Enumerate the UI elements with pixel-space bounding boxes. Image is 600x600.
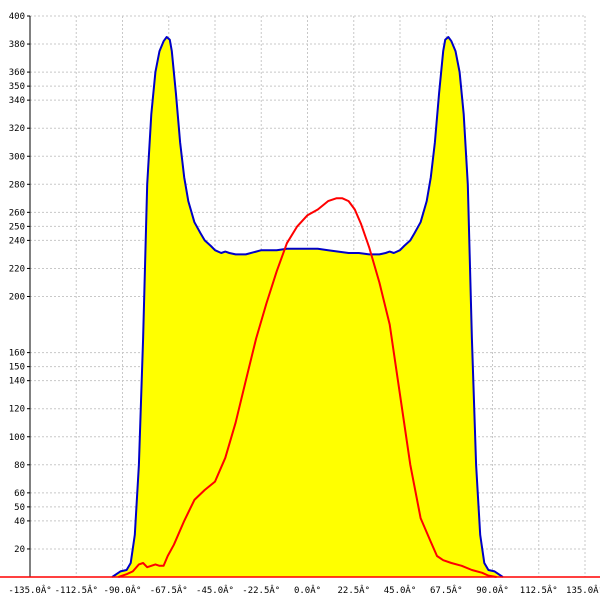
x-tick-label: 0.0Â° bbox=[294, 584, 321, 596]
x-tick-label: 67.5Â° bbox=[430, 584, 463, 596]
x-tick-label: 45.0Â° bbox=[384, 584, 417, 596]
y-tick-label: 350 bbox=[9, 82, 25, 92]
y-tick-label: 80 bbox=[14, 461, 25, 471]
y-tick-label: 160 bbox=[9, 349, 25, 359]
x-tick-label: -22.5Â° bbox=[242, 584, 280, 596]
y-tick-label: 240 bbox=[9, 236, 25, 246]
x-tick-label: 22.5Â° bbox=[337, 584, 370, 596]
y-tick-label: 260 bbox=[9, 208, 25, 218]
y-tick-label: 200 bbox=[9, 293, 25, 303]
y-tick-label: 120 bbox=[9, 405, 25, 415]
x-tick-label: 135.0Â° bbox=[566, 584, 600, 596]
y-tick-label: 250 bbox=[9, 222, 25, 232]
y-tick-label: 20 bbox=[14, 545, 25, 555]
x-axis-tick-labels: -135.0Â° -112.5Â° -90.0Â° -67.5Â° -45.0Â° -22… bbox=[8, 584, 600, 596]
y-tick-label: 50 bbox=[14, 503, 25, 513]
y-tick-label: 150 bbox=[9, 363, 25, 373]
y-tick-label: 40 bbox=[14, 517, 25, 527]
x-tick-label: -90.0Â° bbox=[104, 584, 142, 596]
x-tick-label: -135.0Â° bbox=[8, 584, 51, 596]
y-axis-tick-labels: 20 40 50 60 80 100 120 140 150 160 200 220 240 250 260… bbox=[9, 12, 30, 555]
plot-area bbox=[111, 36, 504, 578]
series-0-area bbox=[112, 37, 503, 577]
y-tick-label: 280 bbox=[9, 180, 25, 190]
y-tick-label: 100 bbox=[9, 433, 25, 443]
y-tick-label: 60 bbox=[14, 489, 25, 499]
series-1-line bbox=[118, 197, 497, 578]
y-tick-label: 320 bbox=[9, 124, 25, 134]
x-tick-label: -112.5Â° bbox=[55, 584, 98, 596]
x-tick-label: 90.0Â° bbox=[476, 584, 509, 596]
x-tick-label: -45.0Â° bbox=[196, 584, 234, 596]
x-tick-label: 112.5Â° bbox=[520, 584, 558, 596]
y-tick-label: 360 bbox=[9, 68, 25, 78]
y-tick-label: 140 bbox=[9, 377, 25, 387]
series-0-line bbox=[111, 36, 504, 578]
y-tick-label: 400 bbox=[9, 12, 25, 22]
y-tick-label: 300 bbox=[9, 152, 25, 162]
y-tick-label: 220 bbox=[9, 264, 25, 274]
x-tick-label: -67.5Â° bbox=[150, 584, 188, 596]
y-tick-label: 380 bbox=[9, 40, 25, 50]
y-tick-label: 340 bbox=[9, 96, 25, 106]
